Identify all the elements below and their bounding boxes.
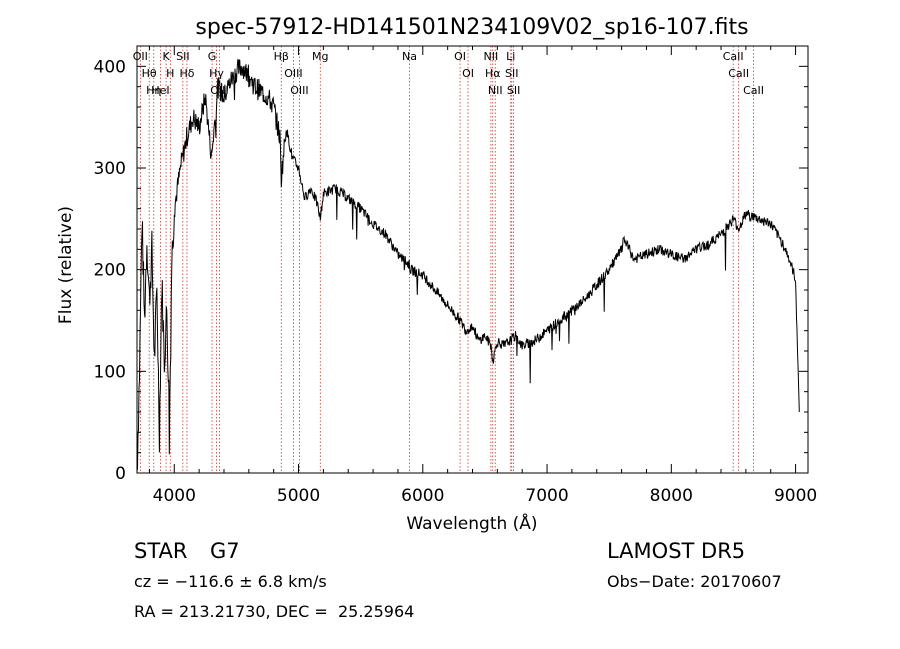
line-label: CaII (728, 67, 749, 80)
line-label: Mg (312, 50, 328, 63)
object-subclass: G7 (210, 539, 240, 563)
line-label: K (162, 50, 170, 63)
x-tick-label: 8000 (650, 486, 693, 506)
spectrum-line (136, 58, 800, 472)
chart-title: spec-57912-HD141501N234109V02_sp16-107.f… (195, 15, 748, 40)
y-tick-label: 200 (94, 261, 126, 281)
line-label: Hδ (179, 67, 194, 80)
line-label: Na (402, 50, 417, 63)
object-class: STAR (134, 539, 188, 563)
line-label: SII (505, 67, 518, 80)
line-label: NII (484, 50, 499, 63)
survey-name: LAMOST DR5 (607, 539, 746, 563)
y-tick-label: 0 (115, 464, 126, 484)
x-tick-label: 9000 (774, 486, 817, 506)
line-label: Hα (485, 67, 501, 80)
x-tick-label: 4000 (153, 486, 196, 506)
line-label: H (166, 67, 174, 80)
emission-line-markers (139, 46, 754, 473)
observation-date: Obs−Date: 20170607 (607, 572, 782, 591)
line-label: OI (454, 50, 466, 63)
plot-frame (136, 45, 809, 474)
line-label: NII (488, 84, 503, 97)
line-label: HeI (151, 84, 169, 97)
line-label: OIII (284, 67, 302, 80)
y-axis-ticks: 0 100 200 300 400 (94, 45, 808, 484)
line-label: SII (176, 50, 189, 63)
x-axis-ticks: 4000 5000 6000 7000 8000 9000 (148, 46, 817, 506)
line-label: Hβ (274, 50, 289, 63)
line-label: OI (462, 67, 474, 80)
line-label: Hη (146, 84, 161, 97)
line-label: Hθ (142, 67, 157, 80)
y-axis-label: Flux (relative) (56, 206, 76, 324)
y-tick-label: 100 (94, 362, 126, 382)
x-tick-label: 6000 (401, 486, 444, 506)
line-label: CaII (743, 84, 764, 97)
x-tick-label: 5000 (277, 486, 320, 506)
line-label: Hγ (209, 67, 224, 80)
y-tick-label: 400 (94, 57, 126, 77)
line-label: OII (133, 50, 148, 63)
x-axis-label: Wavelength (Å) (406, 512, 537, 534)
y-tick-label: 300 (94, 159, 126, 179)
line-label: G (208, 50, 217, 63)
line-label: CaII (723, 50, 744, 63)
redshift-velocity: cz = −116.6 ± 6.8 km/s (134, 572, 327, 591)
ra-dec-coordinates: RA = 213.21730, DEC = 25.25964 (134, 602, 415, 621)
line-label: OIII (210, 84, 228, 97)
line-label: Li (506, 50, 515, 63)
x-tick-label: 7000 (525, 486, 568, 506)
line-label: OIII (290, 84, 308, 97)
line-label: SII (507, 84, 520, 97)
